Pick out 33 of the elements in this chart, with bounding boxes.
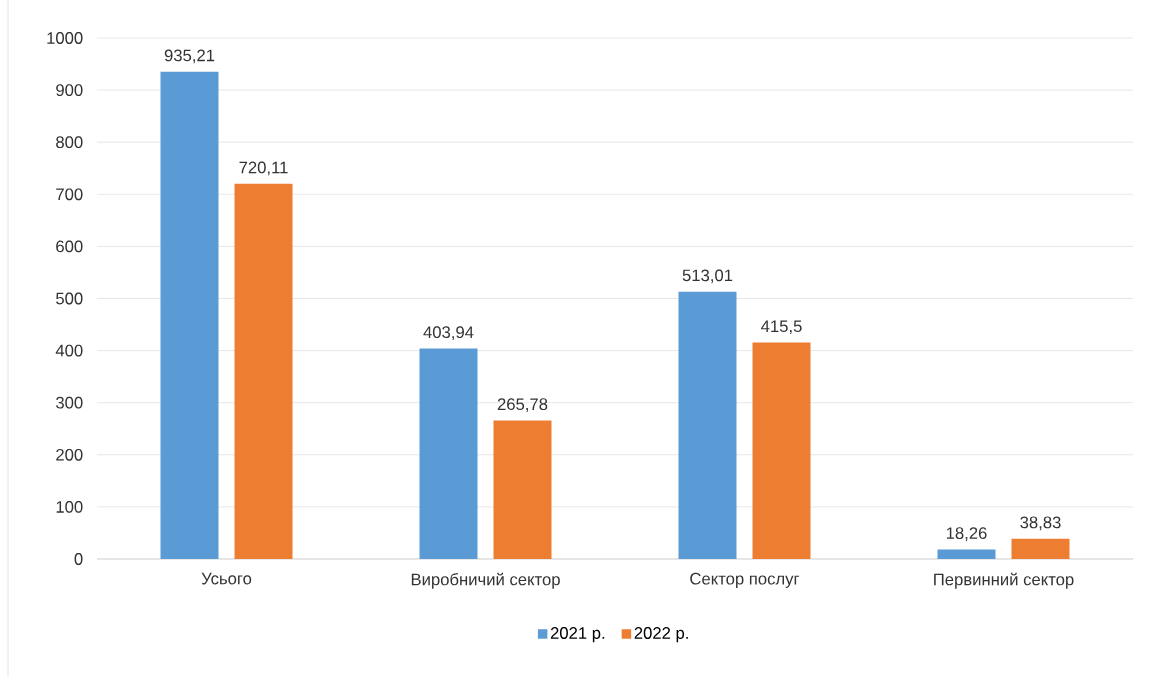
y-tick-label: 800	[56, 136, 83, 149]
x-tick-label: Виробничий сектор	[411, 572, 560, 589]
data-label: 403,94	[423, 326, 474, 341]
bar	[160, 71, 219, 559]
bar	[1011, 538, 1070, 559]
x-tick-label: Сектор послуг	[690, 572, 800, 588]
bar	[752, 342, 811, 559]
bar	[678, 291, 737, 559]
bar	[419, 348, 478, 559]
data-label: 265,78	[497, 398, 548, 413]
y-tick-label: 500	[56, 292, 83, 305]
y-tick-label: 0	[74, 553, 83, 565]
y-tick-label: 700	[56, 188, 83, 201]
y-tick-label: 1000	[47, 32, 83, 44]
y-tick-label: 200	[56, 448, 83, 461]
bar	[937, 549, 996, 559]
y-tick-label: 900	[56, 84, 83, 96]
bar	[234, 183, 293, 559]
legend-label: 2021 р.	[550, 627, 605, 643]
x-tick-label: Усього	[201, 572, 252, 585]
data-label: 415,5	[761, 320, 802, 335]
y-tick-label: 600	[56, 240, 83, 253]
legend-label: 2022 р.	[634, 627, 688, 643]
data-label: 720,11	[239, 161, 288, 176]
bar	[493, 420, 552, 559]
data-label: 935,21	[164, 49, 215, 64]
y-tick-label: 300	[56, 396, 83, 409]
y-tick-label: 400	[55, 344, 83, 357]
data-label: 513,01	[682, 269, 733, 284]
data-label: 18,26	[946, 527, 987, 541]
x-tick-label: Первинний сектор	[934, 572, 1074, 589]
y-tick-label: 100	[56, 501, 83, 513]
data-label: 38,83	[1020, 516, 1061, 531]
